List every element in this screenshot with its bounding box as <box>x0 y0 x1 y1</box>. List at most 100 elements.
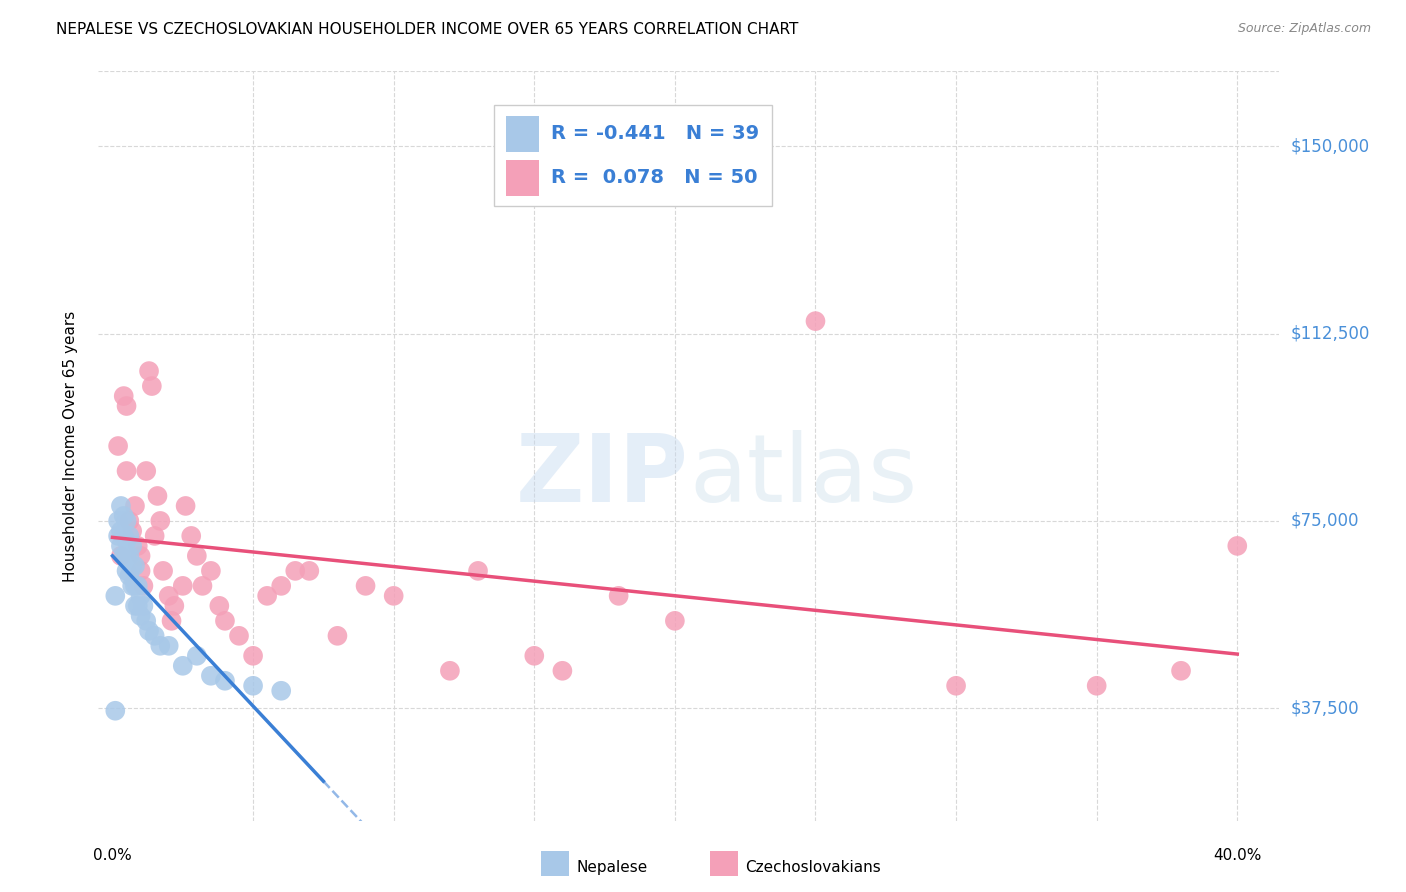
Y-axis label: Householder Income Over 65 years: Householder Income Over 65 years <box>63 310 77 582</box>
Point <box>118 514 141 528</box>
Point <box>186 549 208 563</box>
Point <box>607 589 630 603</box>
Point <box>172 658 194 673</box>
Point <box>129 549 152 563</box>
Point <box>110 524 132 538</box>
FancyBboxPatch shape <box>494 105 772 206</box>
Point <box>118 569 141 583</box>
Point <box>354 579 377 593</box>
Point <box>256 589 278 603</box>
Point <box>143 529 166 543</box>
Point <box>124 579 146 593</box>
Point <box>127 579 149 593</box>
Point <box>127 539 149 553</box>
Point <box>107 529 129 543</box>
Text: R = -0.441   N = 39: R = -0.441 N = 39 <box>551 124 759 143</box>
Point <box>804 314 827 328</box>
Point <box>118 549 141 563</box>
Point <box>326 629 349 643</box>
Point <box>115 464 138 478</box>
Point <box>945 679 967 693</box>
Point <box>112 389 135 403</box>
Text: $75,000: $75,000 <box>1291 512 1360 530</box>
Text: R =  0.078   N = 50: R = 0.078 N = 50 <box>551 169 758 187</box>
Point <box>160 614 183 628</box>
Point <box>121 579 143 593</box>
Point <box>112 549 135 563</box>
Point <box>124 558 146 573</box>
Point <box>242 648 264 663</box>
Point <box>149 514 172 528</box>
Point <box>132 579 155 593</box>
Point <box>523 648 546 663</box>
Point <box>115 399 138 413</box>
Point <box>270 579 292 593</box>
Point <box>172 579 194 593</box>
Point <box>129 564 152 578</box>
Point <box>228 629 250 643</box>
Point <box>104 589 127 603</box>
Point <box>149 639 172 653</box>
Point <box>143 629 166 643</box>
Point <box>298 564 321 578</box>
Point <box>138 624 160 638</box>
Point <box>121 524 143 538</box>
Point <box>152 564 174 578</box>
Point <box>208 599 231 613</box>
Point <box>174 499 197 513</box>
Point <box>121 539 143 553</box>
Point <box>110 499 132 513</box>
Point <box>467 564 489 578</box>
Point <box>104 704 127 718</box>
Bar <box>506 116 538 152</box>
Point <box>191 579 214 593</box>
Point <box>112 508 135 523</box>
Point <box>124 599 146 613</box>
Point <box>200 564 222 578</box>
Point <box>129 608 152 623</box>
Point <box>270 683 292 698</box>
Point <box>284 564 307 578</box>
Text: NEPALESE VS CZECHOSLOVAKIAN HOUSEHOLDER INCOME OVER 65 YEARS CORRELATION CHART: NEPALESE VS CZECHOSLOVAKIAN HOUSEHOLDER … <box>56 22 799 37</box>
Point <box>129 589 152 603</box>
Point <box>121 558 143 573</box>
Point <box>141 379 163 393</box>
Point <box>115 533 138 548</box>
Bar <box>506 160 538 195</box>
Point <box>135 464 157 478</box>
Point <box>439 664 461 678</box>
Text: $37,500: $37,500 <box>1291 699 1360 717</box>
Point <box>157 589 180 603</box>
Point <box>214 614 236 628</box>
Text: Czechoslovakians: Czechoslovakians <box>745 860 882 874</box>
Text: Nepalese: Nepalese <box>576 860 648 874</box>
Point <box>157 639 180 653</box>
Text: $112,500: $112,500 <box>1291 325 1369 343</box>
Point <box>242 679 264 693</box>
Text: $150,000: $150,000 <box>1291 137 1369 155</box>
Point <box>163 599 186 613</box>
Point <box>132 599 155 613</box>
Point <box>115 564 138 578</box>
Point <box>1085 679 1108 693</box>
Point <box>1170 664 1192 678</box>
Point <box>138 364 160 378</box>
Point <box>1226 539 1249 553</box>
Text: ZIP: ZIP <box>516 430 689 522</box>
Point <box>115 514 138 528</box>
Point <box>180 529 202 543</box>
Point <box>110 549 132 563</box>
Text: 0.0%: 0.0% <box>93 848 132 863</box>
Point <box>214 673 236 688</box>
Point <box>107 439 129 453</box>
Point <box>115 549 138 563</box>
Point <box>124 499 146 513</box>
Text: Source: ZipAtlas.com: Source: ZipAtlas.com <box>1237 22 1371 36</box>
Point <box>118 529 141 543</box>
Text: atlas: atlas <box>689 430 917 522</box>
Point <box>382 589 405 603</box>
Point <box>146 489 169 503</box>
Text: 40.0%: 40.0% <box>1213 848 1261 863</box>
Point <box>200 669 222 683</box>
Point <box>107 514 129 528</box>
